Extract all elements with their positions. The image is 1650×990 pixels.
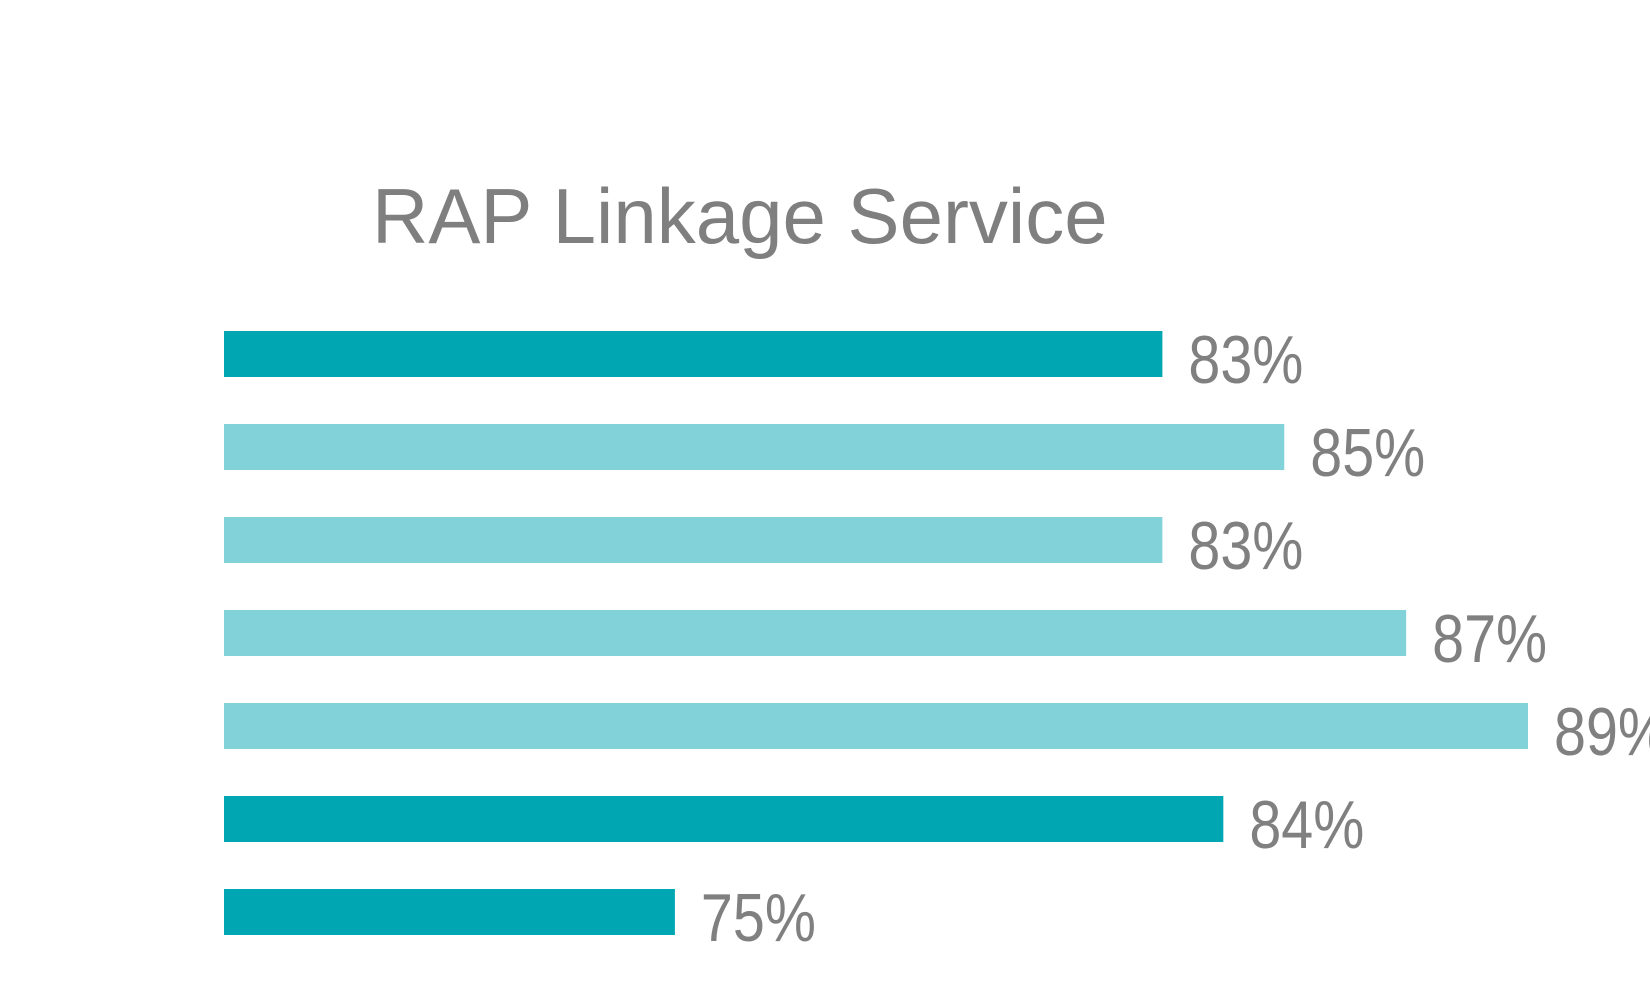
bar-3 xyxy=(224,517,1163,563)
data-label-5: 89% xyxy=(1554,694,1650,770)
bar-7 xyxy=(224,889,675,935)
bar-6 xyxy=(224,796,1224,842)
data-label-2: 85% xyxy=(1310,415,1425,491)
chart-title: RAP Linkage Service xyxy=(372,172,1108,260)
bar-4 xyxy=(224,610,1407,656)
bar-1 xyxy=(224,331,1163,377)
data-label-3: 83% xyxy=(1188,508,1303,584)
data-label-1: 83% xyxy=(1188,322,1303,398)
data-label-6: 84% xyxy=(1249,787,1364,863)
data-label-4: 87% xyxy=(1432,601,1547,677)
bar-2 xyxy=(224,424,1285,470)
data-label-7: 75% xyxy=(701,880,816,956)
bar-5 xyxy=(224,703,1528,749)
value-labels-group: 83%85%83% 87%89% 84% 75% xyxy=(701,322,1650,956)
bars-group xyxy=(224,331,1528,935)
